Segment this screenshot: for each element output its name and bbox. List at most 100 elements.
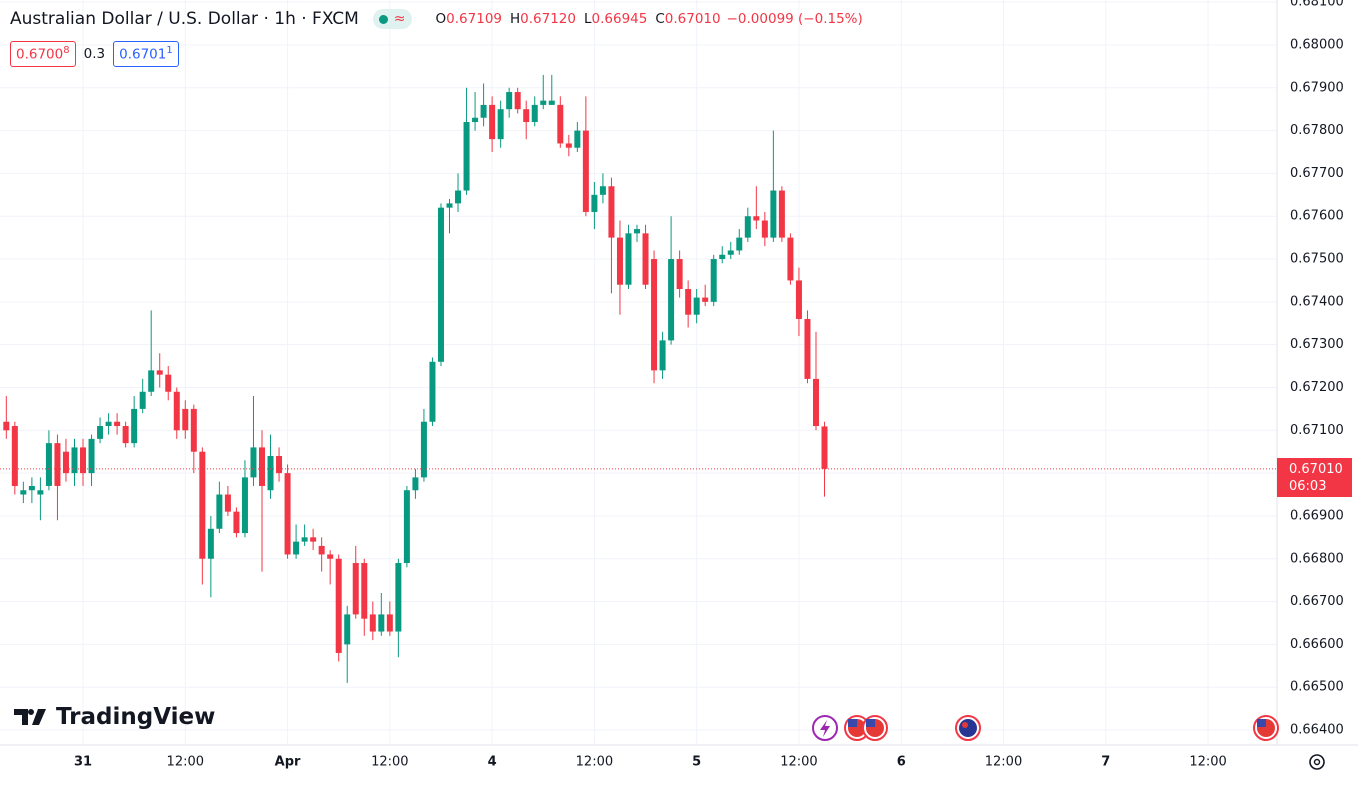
candle-body	[497, 109, 504, 140]
x-tick-label: 12:00	[985, 755, 1022, 770]
candle-body	[224, 494, 231, 512]
ask-button[interactable]: 0.67011	[113, 41, 179, 67]
last-price-label: 0.67010	[1289, 461, 1343, 477]
x-tick-label: 12:00	[576, 755, 613, 770]
bid-pip: 8	[63, 45, 70, 56]
y-tick-label: 0.67100	[1290, 423, 1344, 438]
candle-body	[258, 447, 265, 486]
candle-body	[506, 92, 513, 110]
candle-body	[284, 473, 291, 555]
x-tick-label: 12:00	[167, 755, 204, 770]
candle-body	[770, 190, 777, 238]
y-tick-label: 0.67400	[1290, 294, 1344, 309]
x-tick-label: 5	[692, 755, 701, 770]
candle-body	[173, 391, 180, 431]
candle-body	[420, 421, 427, 478]
candle-body	[531, 104, 538, 123]
y-tick-label: 0.68000	[1290, 37, 1344, 52]
candle-body	[744, 216, 751, 238]
candle-body	[608, 186, 615, 238]
brand-logo	[14, 709, 46, 725]
event-icons	[812, 715, 1279, 741]
candle-body	[250, 447, 257, 478]
candle-body	[616, 237, 623, 285]
candle-body	[668, 259, 675, 341]
bid-button[interactable]: 0.67008	[10, 41, 76, 67]
candle-body	[753, 216, 760, 221]
y-tick-label: 0.66900	[1290, 508, 1344, 523]
candle-body	[804, 318, 811, 379]
candle-body	[37, 490, 44, 495]
candle-body	[369, 614, 376, 632]
settings-icon[interactable]	[1309, 754, 1325, 770]
y-tick-label: 0.68100	[1290, 0, 1344, 10]
candle-body	[207, 528, 214, 559]
symbol-title[interactable]: Australian Dollar / U.S. Dollar · 1h · F…	[10, 9, 359, 29]
y-tick-label: 0.67500	[1290, 252, 1344, 267]
candle-body	[327, 554, 334, 559]
candle-body	[386, 614, 393, 632]
candle-body	[565, 143, 572, 148]
status-badge[interactable]: ≈	[372, 9, 412, 29]
candle-body	[3, 421, 10, 431]
candle-body	[54, 443, 61, 486]
candle-body	[557, 104, 564, 144]
candle-body	[787, 237, 794, 281]
candle-body	[318, 545, 325, 555]
candle-body	[131, 408, 138, 444]
x-tick-label: 12:00	[1189, 755, 1226, 770]
candle-body	[199, 451, 206, 559]
candle-body	[395, 563, 402, 632]
ask-pip: 1	[166, 45, 173, 56]
candle-body	[412, 477, 419, 491]
ohlc-value: 0.67010	[664, 11, 721, 27]
x-tick-label: 4	[488, 755, 497, 770]
candle-body	[344, 614, 351, 645]
candle-body	[778, 190, 785, 238]
candle-body	[11, 426, 18, 486]
candle-body	[105, 421, 112, 427]
candle-body	[540, 100, 547, 105]
x-tick-label: 12:00	[780, 755, 817, 770]
last-price-tag: 0.67010 06:03	[1277, 457, 1352, 497]
candle-body	[710, 259, 717, 302]
y-tick-label: 0.66600	[1290, 637, 1344, 652]
candle-body	[233, 511, 240, 534]
candle-body	[591, 194, 598, 212]
candle-body	[736, 237, 743, 251]
candle-body	[80, 447, 87, 474]
ohlc-value: 0.67109	[446, 11, 502, 27]
ohlc: O0.67109 H0.67120 L0.66945 C0.67010	[428, 11, 721, 27]
brand[interactable]: TradingView	[14, 704, 215, 730]
candle-body	[165, 374, 172, 392]
candle-body	[599, 186, 606, 195]
candle-body	[821, 426, 828, 469]
candle-body	[45, 443, 52, 486]
candle-body	[489, 104, 496, 140]
candle-body	[455, 190, 462, 204]
candle-body	[463, 122, 470, 191]
quote: 0.67008 0.3 0.67011	[10, 41, 179, 67]
candle-body	[582, 130, 589, 212]
y-tick-label: 0.67900	[1290, 80, 1344, 95]
candle-body	[301, 537, 308, 542]
brand-name: TradingView	[56, 704, 216, 730]
y-tick-label: 0.66400	[1290, 723, 1344, 738]
candle-body	[28, 485, 35, 491]
candle-body	[241, 477, 248, 534]
candle-body	[216, 494, 223, 529]
candle-body	[148, 370, 155, 392]
candle-body	[20, 490, 27, 495]
change: −0.00099 (−0.15%)	[726, 11, 863, 27]
candle-body	[267, 455, 274, 491]
candle-body	[361, 563, 368, 619]
countdown: 06:03	[1289, 478, 1327, 494]
y-tick-label: 0.67700	[1290, 166, 1344, 181]
spread: 0.3	[83, 45, 106, 62]
header: Australian Dollar / U.S. Dollar · 1h · F…	[10, 9, 863, 29]
candle-body	[693, 297, 700, 315]
y-tick-label: 0.67200	[1290, 380, 1344, 395]
candle-body	[182, 408, 189, 431]
